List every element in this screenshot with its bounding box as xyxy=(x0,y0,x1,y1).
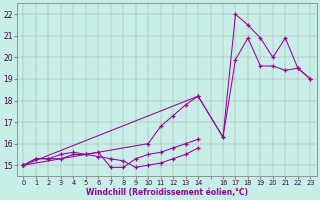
X-axis label: Windchill (Refroidissement éolien,°C): Windchill (Refroidissement éolien,°C) xyxy=(86,188,248,197)
